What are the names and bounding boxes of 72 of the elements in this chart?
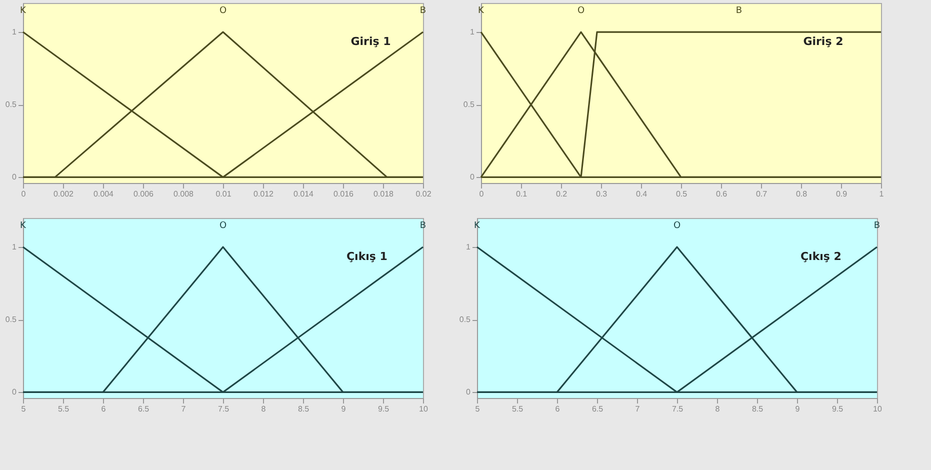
x-tick-label: 0.5: [676, 190, 688, 198]
x-tick-label: 0.016: [333, 190, 354, 198]
y-tick-label: 0: [466, 388, 472, 397]
series-label: K: [20, 221, 28, 232]
x-tick-label: 0.008: [173, 190, 194, 198]
x-tick-label: 0: [21, 190, 26, 198]
x-tick-label: 0.014: [293, 190, 314, 198]
x-tick-label: 8.5: [298, 404, 310, 414]
y-tick-label: 1: [466, 242, 472, 252]
x-tick-label: 7: [635, 404, 640, 414]
x-tick-label: 0.1: [516, 190, 528, 198]
x-tick-label: 0.2: [556, 190, 568, 198]
x-tick-label: 0.018: [373, 190, 394, 198]
x-tick-label: 0.006: [133, 190, 154, 198]
y-tick-label: 1: [12, 242, 18, 252]
text: Giriş 2: [803, 35, 844, 48]
x-tick-label: 0: [479, 190, 484, 198]
x-tick-label: 6: [555, 404, 560, 414]
x-tick-label: 0.3: [596, 190, 608, 198]
x-tick-label: 6: [101, 404, 106, 414]
x-tick-label: 9.5: [832, 404, 844, 414]
series-label: O: [219, 221, 227, 232]
series-label: B: [736, 6, 742, 16]
y-tick-label: 0.5: [5, 100, 18, 110]
x-tick-label: 6.5: [592, 404, 604, 414]
y-tick-label: 0: [12, 172, 18, 182]
series-label: B: [420, 221, 426, 232]
x-tick-label: 0.7: [756, 190, 768, 198]
y-tick-label: 1: [12, 28, 18, 37]
y-tick-label: 0.5: [459, 315, 472, 324]
series-label: O: [219, 6, 227, 16]
x-tick-label: 7.5: [672, 404, 684, 414]
x-tick-label: 5.5: [58, 404, 70, 414]
y-tick-label: 0.5: [463, 100, 476, 110]
series-label: K: [474, 221, 482, 232]
x-tick-label: 7: [181, 404, 186, 414]
series-label: B: [420, 6, 426, 16]
x-tick-label: 9.5: [378, 404, 390, 414]
y-tick-label: 0.5: [5, 315, 18, 324]
series-label: O: [673, 221, 681, 232]
x-tick-label: 5: [475, 404, 480, 414]
x-tick-label: 10: [873, 404, 882, 414]
x-tick-label: 5.5: [512, 404, 524, 414]
x-tick-label: 0.02: [416, 190, 432, 198]
x-tick-label: 1: [879, 190, 884, 198]
x-tick-label: 6.5: [138, 404, 150, 414]
series-label: B: [874, 221, 880, 232]
x-tick-label: 8: [261, 404, 266, 414]
x-tick-label: 7.5: [218, 404, 230, 414]
x-tick-label: 9: [341, 404, 346, 414]
x-tick-label: 0.8: [796, 190, 808, 198]
x-tick-label: 0.6: [716, 190, 728, 198]
x-tick-label: 0.9: [836, 190, 848, 198]
y-tick-label: 0: [12, 388, 18, 397]
x-tick-label: 0.4: [636, 190, 648, 198]
x-tick-label: 9: [795, 404, 800, 414]
series-label: K: [20, 6, 28, 16]
series-label: K: [478, 6, 486, 16]
text: Çıkış 1: [346, 250, 388, 263]
x-tick-label: 0.01: [216, 190, 232, 198]
x-tick-label: 0.004: [93, 190, 114, 198]
series-label: O: [577, 6, 585, 16]
text: Çıkış 2: [800, 250, 842, 263]
x-tick-label: 5: [21, 404, 26, 414]
x-tick-label: 0.002: [53, 190, 74, 198]
text: Giriş 1: [350, 35, 391, 48]
y-tick-label: 0: [470, 172, 476, 182]
x-tick-label: 8: [715, 404, 720, 414]
x-tick-label: 10: [419, 404, 428, 414]
x-tick-label: 8.5: [752, 404, 764, 414]
x-tick-label: 0.012: [253, 190, 274, 198]
y-tick-label: 1: [470, 28, 476, 37]
